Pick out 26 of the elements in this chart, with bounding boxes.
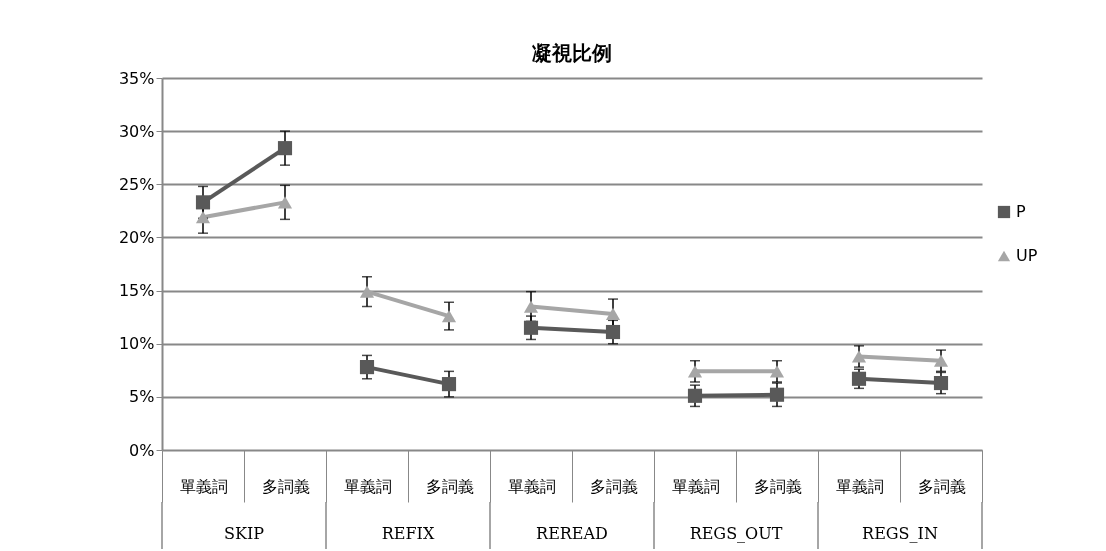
x-tick-label: 多詞義 (261, 476, 310, 496)
y-tick-label: 25% (118, 174, 155, 194)
x-tick-label: 多詞義 (917, 476, 966, 496)
text: SKIP (224, 524, 265, 543)
x-tick-label: 單義詞 (835, 476, 884, 496)
y-tick-label: 15% (118, 281, 155, 301)
y-tick-label: 30% (118, 121, 155, 141)
text: REGS_IN (862, 524, 938, 543)
x-tick-label: 單義詞 (671, 476, 720, 496)
x-tick-label: 單義詞 (343, 476, 392, 496)
legend-label: P (1016, 202, 1026, 221)
chart-title: 凝視比例 (532, 41, 612, 65)
x-tick-label: 單義詞 (507, 476, 556, 496)
text: REGS_OUT (689, 524, 783, 543)
text: REFIX (381, 524, 435, 543)
text: REREAD (536, 524, 608, 543)
y-tick-label: 10% (118, 334, 155, 354)
y-tick-label: 35% (118, 68, 155, 88)
y-tick-label: 20% (118, 227, 155, 247)
x-tick-label: 多詞義 (425, 476, 474, 496)
y-tick-label: 5% (129, 387, 155, 407)
x-tick-label: 單義詞 (179, 476, 228, 496)
x-tick-label: 多詞義 (589, 476, 638, 496)
legend-label: UP (1016, 246, 1038, 265)
x-tick-label: 多詞義 (753, 476, 802, 496)
y-tick-label: 0% (129, 440, 155, 460)
